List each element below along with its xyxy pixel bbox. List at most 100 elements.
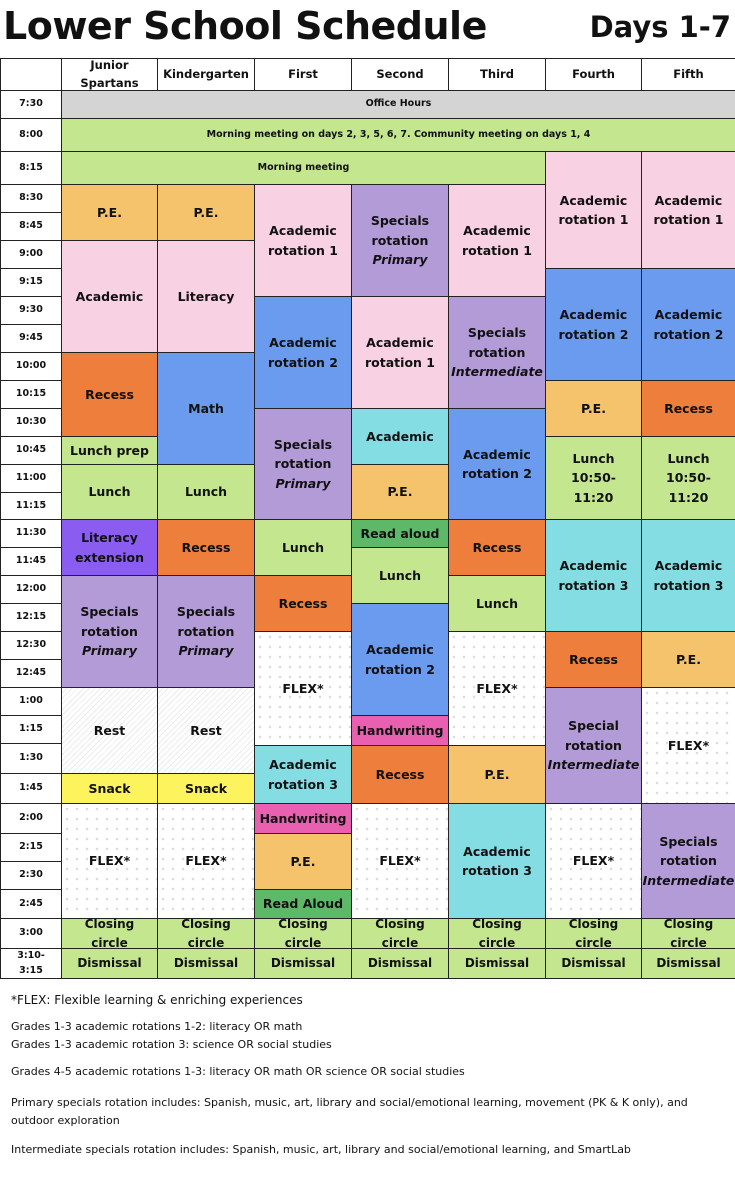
time-cell: 12:00 [0, 575, 62, 604]
cell-text: P.E. [581, 400, 606, 416]
time-cell: 11:30 [0, 519, 62, 548]
time-cell: 8:00 [0, 118, 62, 152]
time-label: 2:45 [19, 897, 43, 909]
time-label: 10:45 [15, 444, 47, 456]
note: Primary specials rotation includes: Span… [11, 1096, 688, 1127]
cell-text: Recess [85, 386, 134, 402]
schedule-cell: Recess [448, 519, 546, 576]
cell-text: Closing circle [663, 918, 714, 949]
cell-text: P.E. [484, 766, 510, 782]
schedule-cell: Dismissal [254, 948, 352, 979]
schedule-cell: Math [157, 352, 255, 465]
time-cell: 1:00 [0, 687, 62, 716]
time-label: 9:00 [19, 248, 43, 260]
cell-text: Specials rotation [273, 436, 333, 472]
schedule-cell: Academic rotation 3 [641, 519, 735, 632]
schedule-cell: Lunch [351, 547, 449, 604]
schedule-cell: Specials rotation Primary [254, 408, 352, 520]
time-cell: 10:30 [0, 408, 62, 437]
time-label: 3:10-3:15 [17, 949, 45, 976]
cell-text: Closing circle [278, 918, 328, 949]
time-cell: 2:15 [0, 833, 62, 862]
schedule-cell: FLEX* [61, 803, 158, 919]
cell-subtext: Primary [82, 643, 137, 659]
schedule-cell: Lunch 10:50-11:20 [545, 436, 642, 520]
time-cell: 8:45 [0, 212, 62, 241]
cell-text: Academic [366, 428, 434, 444]
cell-text: FLEX* [185, 853, 227, 869]
time-cell: 8:15 [0, 151, 62, 185]
schedule-cell: P.E. [351, 464, 449, 520]
schedule-cell: Rest [61, 687, 158, 774]
schedule-cell: Closing circle [157, 918, 255, 949]
column-header: Junior Spartans [61, 58, 158, 91]
schedule-cell: Lunch 10:50-11:20 [641, 436, 735, 520]
cell-text: Specials rotation [370, 213, 430, 248]
time-cell: 9:00 [0, 240, 62, 269]
cell-text: Academic rotation 2 [558, 307, 629, 342]
time-label: 10:00 [15, 360, 47, 372]
schedule-cell: P.E. [448, 745, 546, 804]
schedule-cell: Snack [157, 773, 255, 804]
cell-text: Morning meeting on days 2, 3, 5, 6, 7. C… [206, 128, 591, 140]
cell-text: Academic rotation 1 [653, 192, 724, 227]
schedule-cell: P.E. [641, 631, 735, 688]
schedule-cell: Dismissal [157, 948, 255, 979]
schedule-cell: Closing circle [545, 918, 642, 949]
cell-text: Recess [278, 595, 328, 611]
schedule-cell: Lunch prep [61, 436, 158, 465]
time-cell: 7:30 [0, 90, 62, 119]
time-label: 10:15 [15, 388, 47, 400]
schedule-cell: Specials rotation Intermediate [448, 296, 546, 409]
cell-subtext: Intermediate [451, 364, 543, 380]
time-cell: 3:10-3:15 [0, 948, 62, 979]
spanning-cell: Morning meeting on days 2, 3, 5, 6, 7. C… [61, 118, 735, 152]
time-label: 1:00 [19, 695, 43, 707]
note: Grades 1-3 academic rotation 3: science … [11, 1038, 332, 1051]
cell-text: FLEX* [476, 680, 518, 696]
cell-text: Handwriting [259, 810, 347, 826]
cell-text: Academic [75, 288, 144, 304]
cell-text: Closing circle [375, 918, 425, 949]
cell-text: Academic rotation 1 [268, 223, 338, 258]
cell-text: Math [188, 400, 224, 416]
cell-text: Snack [88, 780, 131, 796]
schedule-cell: Lunch [157, 464, 255, 520]
time-label: 11:00 [15, 472, 47, 484]
schedule-cell: Academic rotation 1 [641, 151, 735, 269]
schedule-cell: Dismissal [545, 948, 642, 979]
schedule-cell: Rest [157, 687, 255, 774]
time-label: 8:30 [19, 192, 43, 204]
schedule-cell: Academic rotation 3 [254, 745, 352, 804]
schedule-cell: Closing circle [448, 918, 546, 949]
schedule-cell: Recess [61, 352, 158, 437]
time-cell: 10:45 [0, 436, 62, 465]
schedule-cell: FLEX* [448, 631, 546, 746]
cell-subtext: Intermediate [547, 757, 640, 773]
column-header: Fifth [641, 58, 735, 91]
column-header: Second [351, 58, 449, 91]
cell-text: Dismissal [270, 956, 336, 971]
schedule-cell: Academic rotation 1 [448, 184, 546, 297]
schedule-cell: Recess [254, 575, 352, 632]
cell-text: Specials rotation [467, 325, 527, 360]
schedule-cell: Dismissal [448, 948, 546, 979]
schedule-cell: FLEX* [254, 631, 352, 746]
cell-text: Dismissal [173, 956, 239, 971]
title: Lower School Schedule [3, 4, 487, 48]
schedule-cell: Academic rotation 2 [641, 268, 735, 381]
schedule-cell: Handwriting [254, 803, 352, 834]
time-label: 2:15 [19, 841, 43, 853]
cell-text: Literacy extension [74, 530, 145, 565]
schedule-cell: Literacy extension [61, 519, 158, 576]
time-label: 8:45 [19, 220, 43, 232]
cell-text: Lunch [281, 539, 325, 555]
time-label: 7:30 [19, 98, 43, 110]
time-label: 9:45 [19, 332, 43, 344]
cell-text: Closing circle [181, 918, 231, 949]
time-label: 8:00 [19, 128, 43, 140]
schedule-cell: Academic rotation 3 [545, 519, 642, 632]
cell-text: FLEX* [379, 853, 421, 869]
cell-text: Read Aloud [262, 896, 344, 912]
